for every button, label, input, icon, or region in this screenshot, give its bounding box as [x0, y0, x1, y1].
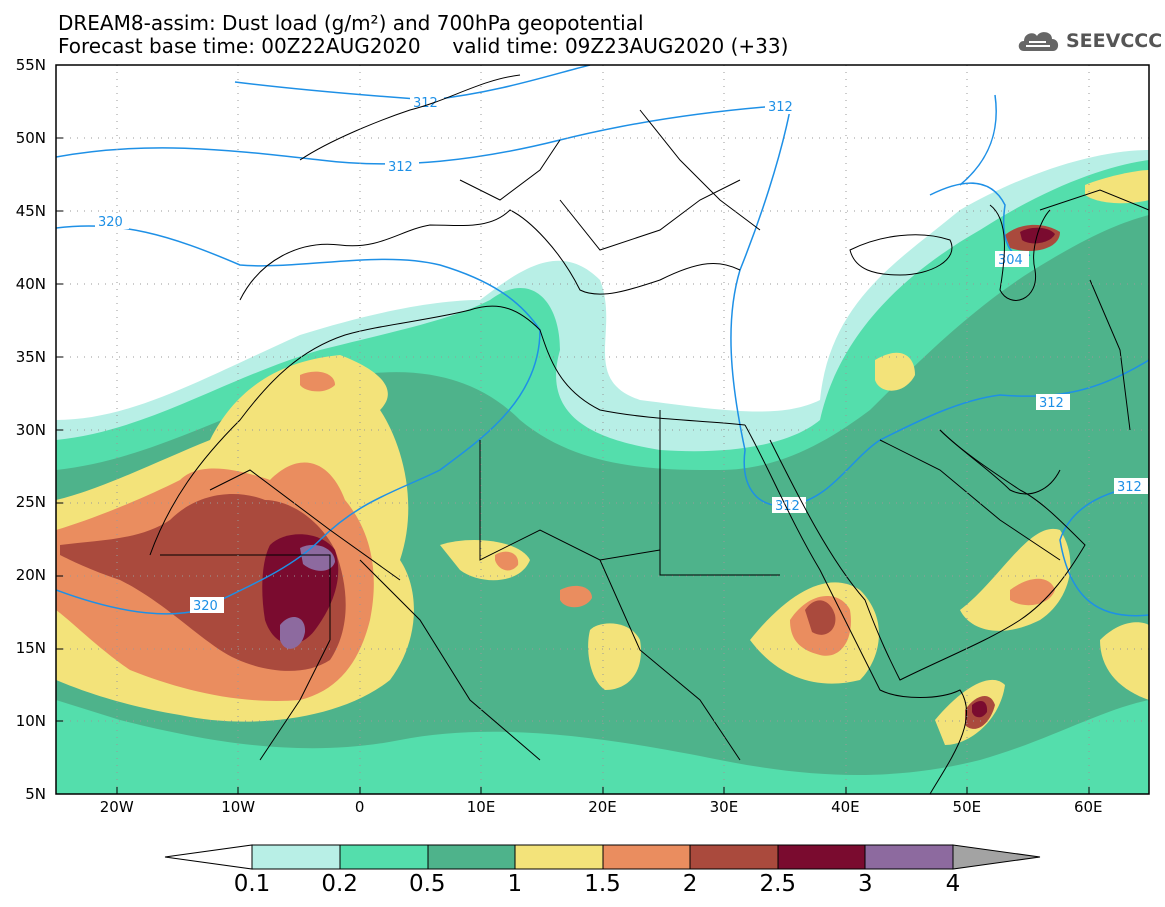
arabia-coast	[769, 429, 1086, 681]
graticule	[56, 65, 1149, 794]
colorbar-tick-label: 4	[945, 871, 961, 897]
colorbar-swatch	[427, 844, 516, 870]
lat-label: 10N	[15, 712, 46, 731]
coastlines-borders	[149, 74, 1149, 794]
border	[209, 469, 401, 581]
dust-band-1	[960, 528, 1071, 631]
lat-label: 45N	[15, 201, 46, 220]
lon-label: 10W	[221, 798, 256, 816]
colorbar-swatch	[777, 844, 866, 870]
logo-text: SEEVCCC	[1066, 30, 1163, 52]
contour-label: 312	[1039, 396, 1064, 411]
black-sea	[849, 234, 953, 276]
lat-label: 15N	[15, 639, 46, 658]
africa-north-coast	[149, 305, 746, 556]
dust-band-2	[805, 600, 836, 635]
lon-label: 0	[354, 798, 365, 816]
dust-band-1.5	[495, 551, 519, 571]
contour-label: 320	[193, 599, 218, 614]
colorbar-swatch	[251, 844, 341, 870]
contour-label: 304	[998, 253, 1023, 268]
dust-band-2.5	[972, 700, 988, 718]
colorbar-tick-label: 1.5	[584, 871, 621, 897]
lat-label: 5N	[25, 785, 46, 803]
border	[359, 559, 541, 761]
colorbar-tick-label: 0.1	[233, 871, 271, 897]
lon-label: 20W	[99, 798, 134, 816]
lon-label: 40E	[831, 798, 860, 816]
lat-label: 25N	[15, 493, 46, 512]
colorbar-tick-label: 0.2	[321, 871, 358, 897]
border	[639, 109, 761, 231]
cloud-logo-icon	[1018, 32, 1059, 51]
lon-label: 30E	[709, 798, 739, 816]
logo: SEEVCCC	[1016, 26, 1162, 56]
europe-north	[299, 74, 521, 161]
dust-band-1.5	[300, 371, 335, 392]
contour-label: 312	[388, 160, 413, 175]
colorbar-high-arrow	[952, 844, 1041, 870]
colorbar-tick-label: 0.5	[408, 871, 446, 897]
dust-band-1	[1100, 622, 1149, 700]
colorbar-tick-label: 1	[507, 871, 523, 897]
border	[599, 559, 741, 761]
colorbar	[164, 844, 1041, 870]
dust-band-1	[875, 352, 915, 391]
contour-312-se	[1059, 484, 1149, 617]
contour-east-small	[959, 94, 997, 186]
contour-label: 312	[413, 96, 438, 111]
colorbar-tick-label: 2	[682, 871, 698, 897]
lat-label: 40N	[15, 274, 46, 293]
lat-label: 35N	[15, 347, 46, 366]
europe-coast	[239, 209, 741, 301]
dust-band-1.5	[1010, 578, 1055, 606]
border	[559, 179, 741, 251]
persian-gulf	[939, 429, 1061, 495]
dust-band-3	[280, 616, 306, 649]
contour-label: 312	[768, 100, 793, 115]
colorbar-swatch	[864, 844, 954, 870]
dust-band-1	[1085, 170, 1149, 204]
lon-label: 20E	[588, 798, 617, 816]
lat-label: 50N	[15, 128, 46, 147]
red-sea-coast	[744, 424, 968, 794]
axis-ticks	[56, 137, 1090, 794]
colorbar-tick-label: 2.5	[759, 871, 797, 897]
lat-label: 30N	[15, 420, 46, 439]
border	[479, 440, 661, 561]
caspian	[989, 204, 1051, 301]
contour-label: 320	[98, 215, 123, 230]
lat-label: 20N	[15, 566, 46, 585]
colorbar-low-arrow	[164, 844, 253, 870]
border	[1039, 189, 1149, 211]
contour-label: 312	[1117, 480, 1142, 495]
border	[160, 554, 331, 640]
border	[259, 639, 331, 761]
dust-band-1	[588, 623, 641, 690]
forecast-time: Forecast base time: 00Z22AUG2020 valid t…	[58, 34, 789, 58]
colorbar-swatch	[602, 844, 691, 870]
map-title: DREAM8-assim: Dust load (g/m²) and 700hP…	[58, 11, 644, 35]
dust-band-3	[300, 544, 335, 571]
lon-label: 60E	[1073, 798, 1103, 816]
contour-label: 312	[775, 499, 800, 514]
border	[459, 139, 561, 201]
colorbar-swatch	[689, 844, 779, 870]
lon-label: 50E	[952, 798, 982, 816]
lon-label: 10E	[466, 798, 496, 816]
dust-band-1.5	[560, 585, 592, 608]
colorbar-tick-label: 3	[858, 871, 873, 897]
contour-312-north	[56, 104, 791, 165]
lat-label: 55N	[15, 56, 46, 74]
border	[659, 410, 780, 576]
border	[1089, 279, 1131, 431]
border	[879, 439, 1061, 561]
colorbar-swatch	[339, 844, 429, 870]
colorbar-swatch	[514, 844, 604, 870]
